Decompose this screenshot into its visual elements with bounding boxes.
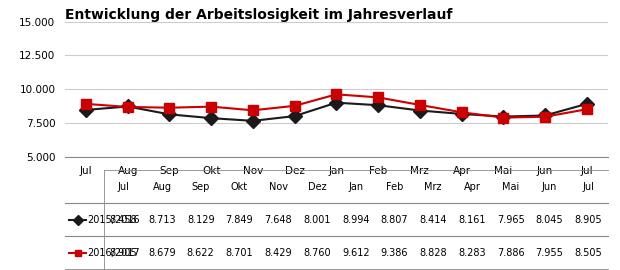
Text: 8.622: 8.622 bbox=[187, 248, 215, 258]
Text: 2016/2017: 2016/2017 bbox=[87, 248, 140, 258]
Text: Mrz: Mrz bbox=[425, 182, 442, 192]
Text: 8.001: 8.001 bbox=[303, 215, 330, 225]
Text: 7.955: 7.955 bbox=[536, 248, 564, 258]
Text: 8.679: 8.679 bbox=[148, 248, 176, 258]
Text: 8.414: 8.414 bbox=[420, 215, 447, 225]
Text: 8.994: 8.994 bbox=[342, 215, 370, 225]
Text: Jun: Jun bbox=[542, 182, 557, 192]
Text: Jul: Jul bbox=[582, 182, 594, 192]
Text: 7.965: 7.965 bbox=[497, 215, 525, 225]
Text: 8.429: 8.429 bbox=[264, 248, 292, 258]
Text: Mai: Mai bbox=[502, 182, 520, 192]
Text: 8.713: 8.713 bbox=[148, 215, 176, 225]
Text: 7.648: 7.648 bbox=[264, 215, 292, 225]
Text: Okt: Okt bbox=[231, 182, 248, 192]
Text: Nov: Nov bbox=[268, 182, 288, 192]
Text: 8.905: 8.905 bbox=[574, 215, 602, 225]
Text: Aug: Aug bbox=[153, 182, 172, 192]
Text: 8.161: 8.161 bbox=[458, 215, 485, 225]
Text: 8.283: 8.283 bbox=[458, 248, 486, 258]
Text: 8.905: 8.905 bbox=[109, 248, 137, 258]
Text: 7.849: 7.849 bbox=[226, 215, 254, 225]
Text: Sep: Sep bbox=[192, 182, 210, 192]
Text: 8.701: 8.701 bbox=[226, 248, 254, 258]
Text: 8.760: 8.760 bbox=[303, 248, 331, 258]
Text: Entwicklung der Arbeitslosigkeit im Jahresverlauf: Entwicklung der Arbeitslosigkeit im Jahr… bbox=[65, 8, 453, 22]
Text: 8.045: 8.045 bbox=[536, 215, 564, 225]
Text: Apr: Apr bbox=[464, 182, 480, 192]
Text: 9.612: 9.612 bbox=[342, 248, 370, 258]
Text: Dez: Dez bbox=[308, 182, 326, 192]
Text: 8.505: 8.505 bbox=[574, 248, 602, 258]
Text: Jul: Jul bbox=[117, 182, 129, 192]
Text: 7.886: 7.886 bbox=[497, 248, 525, 258]
Text: 8.458: 8.458 bbox=[109, 215, 137, 225]
Text: Jan: Jan bbox=[348, 182, 363, 192]
Text: 9.386: 9.386 bbox=[381, 248, 408, 258]
Text: 8.807: 8.807 bbox=[381, 215, 409, 225]
Text: Feb: Feb bbox=[386, 182, 403, 192]
Text: 2015/2016: 2015/2016 bbox=[87, 215, 140, 225]
Text: 8.129: 8.129 bbox=[187, 215, 215, 225]
Text: 8.828: 8.828 bbox=[419, 248, 447, 258]
